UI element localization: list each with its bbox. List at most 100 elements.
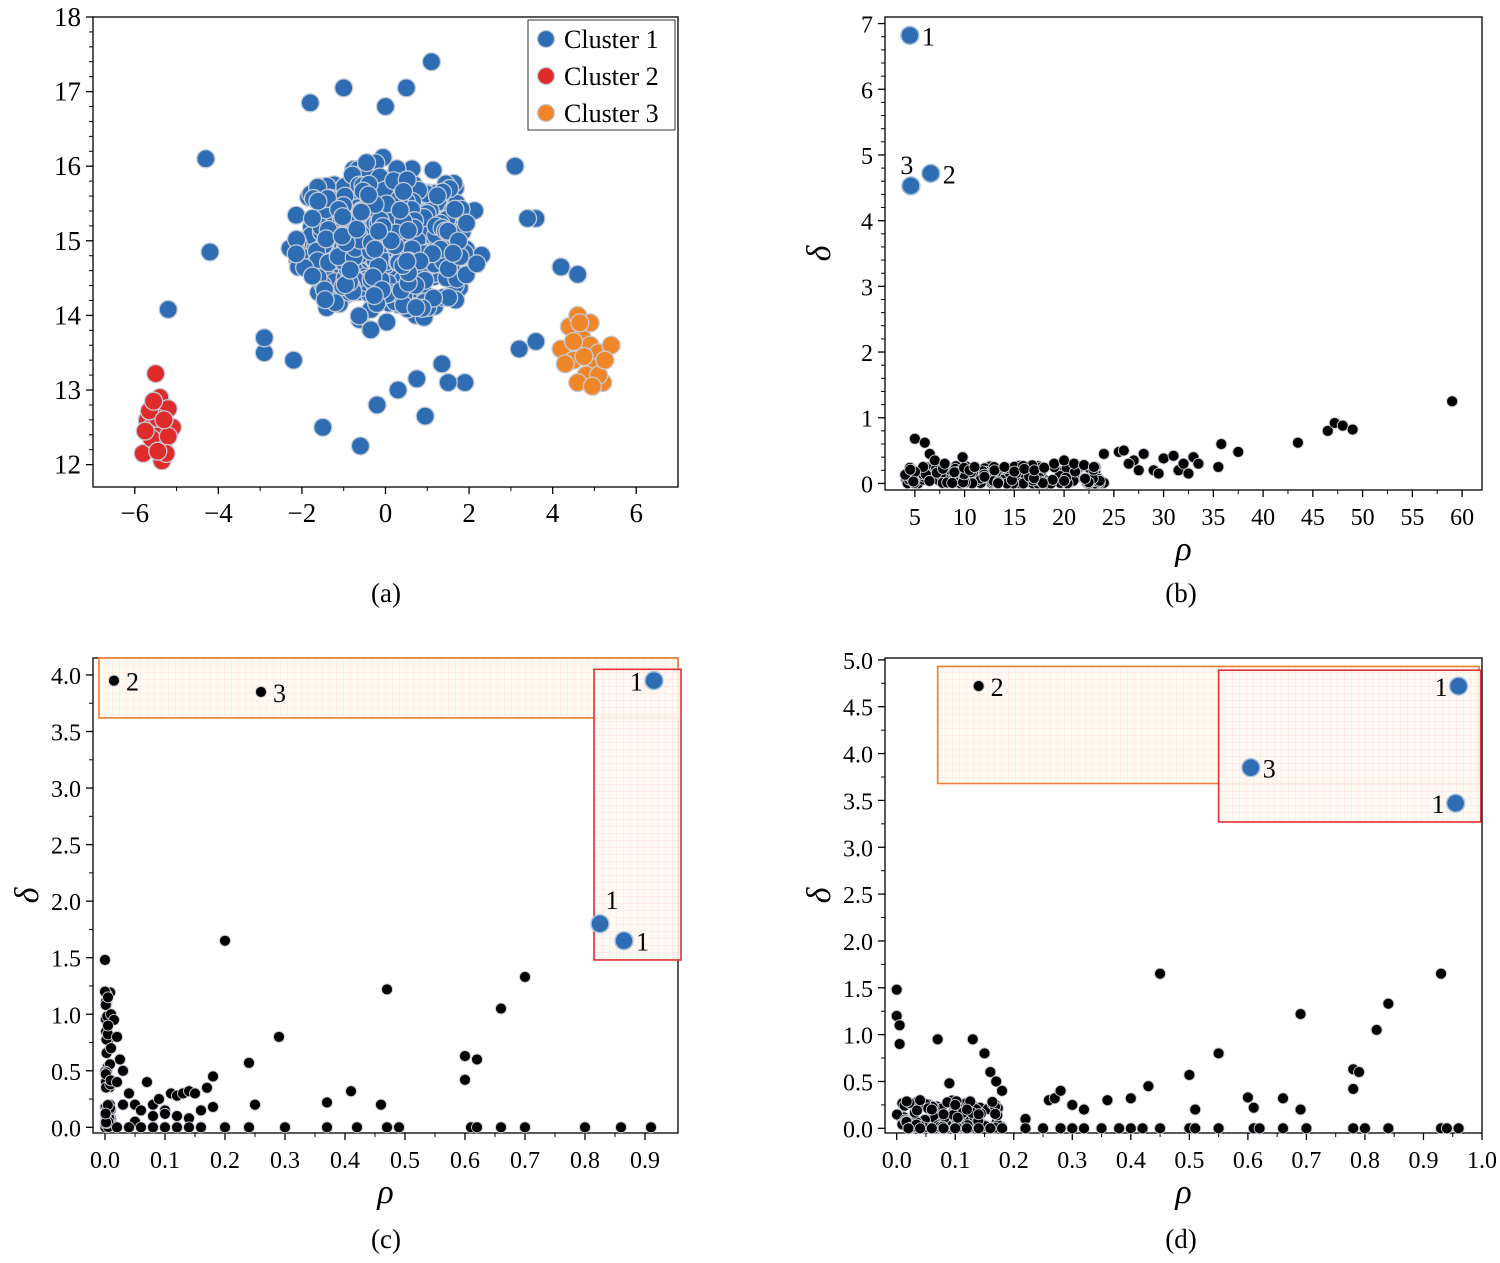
panel-d-xtick-label: 0.4 [1116,1148,1146,1174]
panel-a-cluster1-point [356,152,377,173]
panel-b-point [938,457,951,470]
panel-b-point [998,461,1011,473]
panel-b-ytick-label: 4 [861,210,873,236]
panel-c-point [243,1121,255,1134]
panel-c-xtick-label: 0.8 [570,1148,600,1174]
panel-a-xtick-label: 4 [546,498,560,528]
panel-a-cluster1-point [455,372,475,393]
panel-d-point [1154,967,1167,980]
panel-d-point [960,1103,973,1116]
panel-d-xtick-label: 0.3 [1057,1148,1087,1174]
panel-d-ytick-label: 0.0 [843,1117,873,1143]
panel-d-highlight-label: 3 [1263,755,1276,784]
panel-c-point [171,1110,183,1122]
panel-d-point [1277,1122,1289,1135]
panel-a-ytick-label: 14 [54,300,82,330]
panel-a-cluster1-point [509,339,529,359]
panel-b-point [1028,464,1041,477]
legend-label-cluster2: Cluster 2 [564,62,659,91]
panel-b-point [1068,457,1081,470]
panel-a-ytick-label: 12 [54,450,81,480]
panel-a-cluster1-point [375,96,396,117]
panel-d-point [1435,967,1447,980]
panel-c-point [207,1101,219,1113]
panel-d-point [893,1038,906,1050]
panel-b-frame [884,16,1483,491]
panel-a-cluster1-point [377,312,397,332]
panel-d-frame [884,657,1483,1134]
panel-b-xtick-label: 30 [1152,505,1176,531]
panel-a-cluster1-point [350,436,371,456]
panel-c-point [381,983,393,996]
panel-a-cluster1-point [423,160,443,180]
panel-b-point [1336,419,1349,432]
panel-b-point [1097,447,1110,460]
panel-a-cluster1-point [300,93,320,113]
panel-a-cluster1-point [340,260,360,280]
panel-b-point [1152,467,1165,480]
panel-a-cluster1-point [196,149,216,169]
panel-b-xtick-label: 55 [1400,505,1424,531]
panel-b-dense-point [946,477,959,489]
panel-c-point [471,1053,483,1066]
panel-c-point [393,1121,405,1134]
panel-a-cluster2-point [148,441,168,461]
panel-a-cluster1-point [367,395,387,415]
panel-a-cluster2-point [135,421,155,441]
panel-b-point [1117,444,1130,457]
panel-c-ytick-label: 0.5 [51,1060,81,1086]
panel-a-cluster1-point [158,299,178,320]
panel-a-cluster1-point [302,208,323,229]
panel-b-point [1215,438,1228,450]
panel-a-cluster1-point [368,221,389,241]
panel-c-point [345,1085,357,1098]
panel-b-highlight-point [921,163,941,184]
panel-c-point [114,1053,126,1066]
panel-a-cluster1-point [390,200,410,220]
panel-a-cluster1-point [397,251,417,271]
panel-a-cluster1-point [349,306,369,326]
panel-a-cluster2-point [146,363,166,384]
panel-c-point [351,1121,363,1134]
panel-a-cluster1-point [398,220,418,241]
panel-d-point [978,1047,991,1060]
panel-a-cluster1-point [308,191,328,211]
panel-c-point [195,1121,207,1134]
panel-d-dense-point [986,1095,999,1108]
panel-c-point [273,1030,285,1043]
panel-d-point [1078,1103,1090,1116]
panel-c-dense-point [99,1107,112,1120]
panel-b-point [1212,461,1225,473]
panel-c-point [153,1093,165,1106]
panel-b-dense-point [948,466,961,479]
panel-b-point [1167,449,1180,462]
panel-c-point [219,934,231,947]
panel-c-point [519,970,531,983]
panel-d-ytick-label: 2.0 [843,930,873,956]
panel-d-point [1124,1122,1137,1135]
panel-a-ytick-label: 18 [54,2,81,32]
panel-b-point [1321,424,1334,437]
panel-d-xtick-label: 0.7 [1291,1148,1321,1174]
panel-d-point [1019,1122,1032,1135]
panel-c-labeled-point-label: 2 [126,668,139,697]
panel-a-cluster1-point [568,264,588,285]
panel-c-point [495,1121,507,1134]
panel-b-highlight-point [900,25,920,46]
panel-d-dense-point [911,1104,923,1117]
panel-d-ytick-label: 2.5 [843,883,873,909]
panel-c-point [102,1019,114,1032]
panel-a-cluster1-point [365,239,385,259]
panel-b-point [1232,445,1245,458]
panel-c-highlight-label: 1 [630,668,643,697]
panel-d-ytick-label: 0.5 [843,1070,873,1096]
panel-d-labeled-point [972,680,985,693]
panel-c-point [111,1121,123,1134]
panel-d-labeled-point-label: 2 [991,673,1004,702]
panel-d-point [1189,1122,1202,1135]
panel-d-point [1124,1092,1137,1105]
panel-a-cluster1-point [286,244,306,264]
panel-d-point [1347,1122,1360,1135]
panel-b-highlight-label: 1 [922,22,935,51]
panel-b-dense-point [907,475,920,488]
